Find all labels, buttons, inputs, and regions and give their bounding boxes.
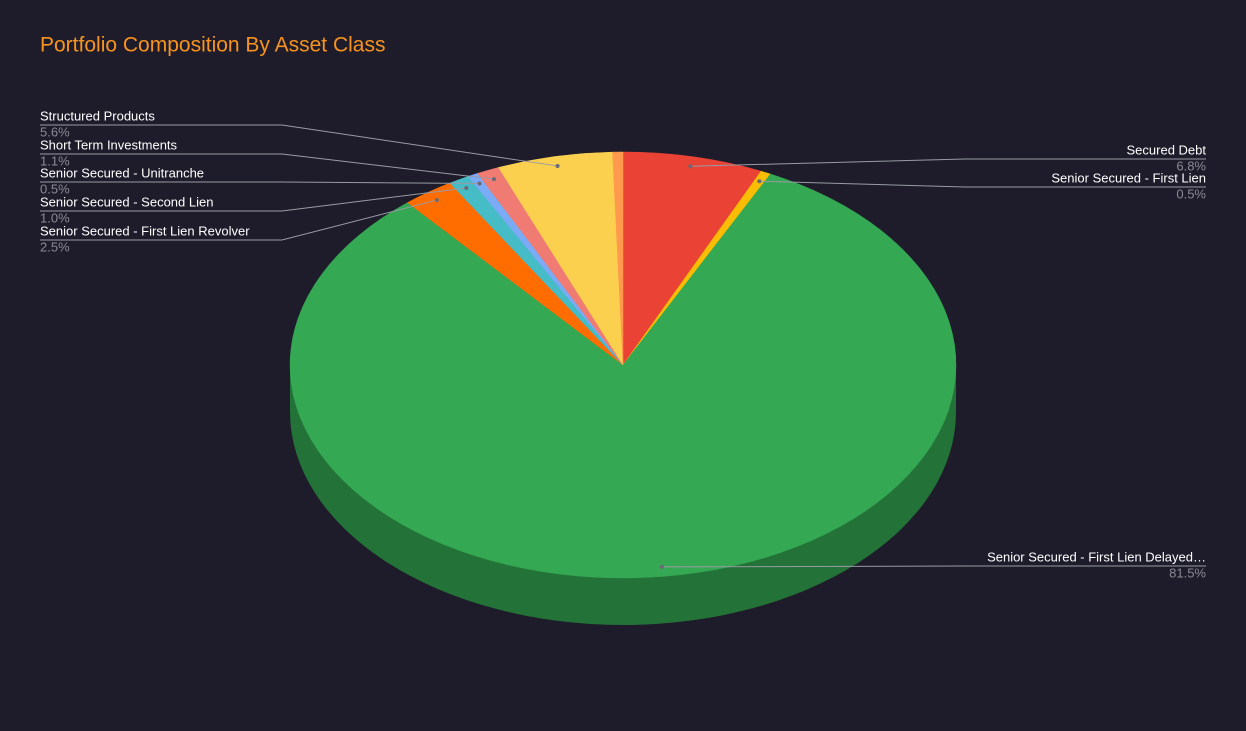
label-value: 0.5% bbox=[1176, 186, 1206, 201]
label-dot bbox=[434, 198, 439, 203]
label-name: Senior Secured - Second Lien bbox=[40, 194, 213, 209]
slice bbox=[289, 173, 957, 579]
chart-title: Portfolio Composition By Asset Class bbox=[40, 34, 385, 57]
label-value: 2.5% bbox=[40, 239, 70, 254]
label-dot bbox=[757, 179, 762, 184]
slice-side bbox=[290, 365, 956, 625]
leader-line bbox=[661, 565, 1206, 568]
leader-line bbox=[40, 124, 558, 167]
leader-line bbox=[759, 180, 1206, 188]
leader-line bbox=[40, 153, 495, 180]
label-name: Structured Products bbox=[40, 108, 155, 123]
label-dot bbox=[688, 164, 693, 169]
label-name: Senior Secured - First Lien Delayed… bbox=[987, 549, 1206, 564]
label-value: 81.5% bbox=[1169, 565, 1206, 580]
slice bbox=[622, 151, 762, 366]
slice bbox=[612, 151, 624, 366]
leader-line bbox=[40, 199, 438, 241]
label-value: 0.5% bbox=[40, 181, 70, 196]
label-name: Short Term Investments bbox=[40, 137, 178, 152]
label-name: Secured Debt bbox=[1127, 142, 1207, 157]
label-value: 5.6% bbox=[40, 124, 70, 139]
label-dot bbox=[659, 564, 664, 569]
leader-line bbox=[40, 187, 467, 212]
label-value: 1.1% bbox=[40, 153, 70, 168]
label-dot bbox=[464, 185, 469, 190]
label-value: 6.8% bbox=[1176, 158, 1206, 173]
label-value: 1.0% bbox=[40, 210, 70, 225]
label-dot bbox=[555, 163, 560, 168]
leader-line bbox=[690, 158, 1206, 167]
label-dot bbox=[477, 181, 482, 186]
label-name: Senior Secured - First Lien bbox=[1051, 170, 1206, 185]
label-dot bbox=[491, 177, 496, 182]
label-name: Senior Secured - First Lien Revolver bbox=[40, 223, 250, 238]
label-name: Senior Secured - Unitranche bbox=[40, 165, 204, 180]
leader-line bbox=[40, 181, 480, 184]
